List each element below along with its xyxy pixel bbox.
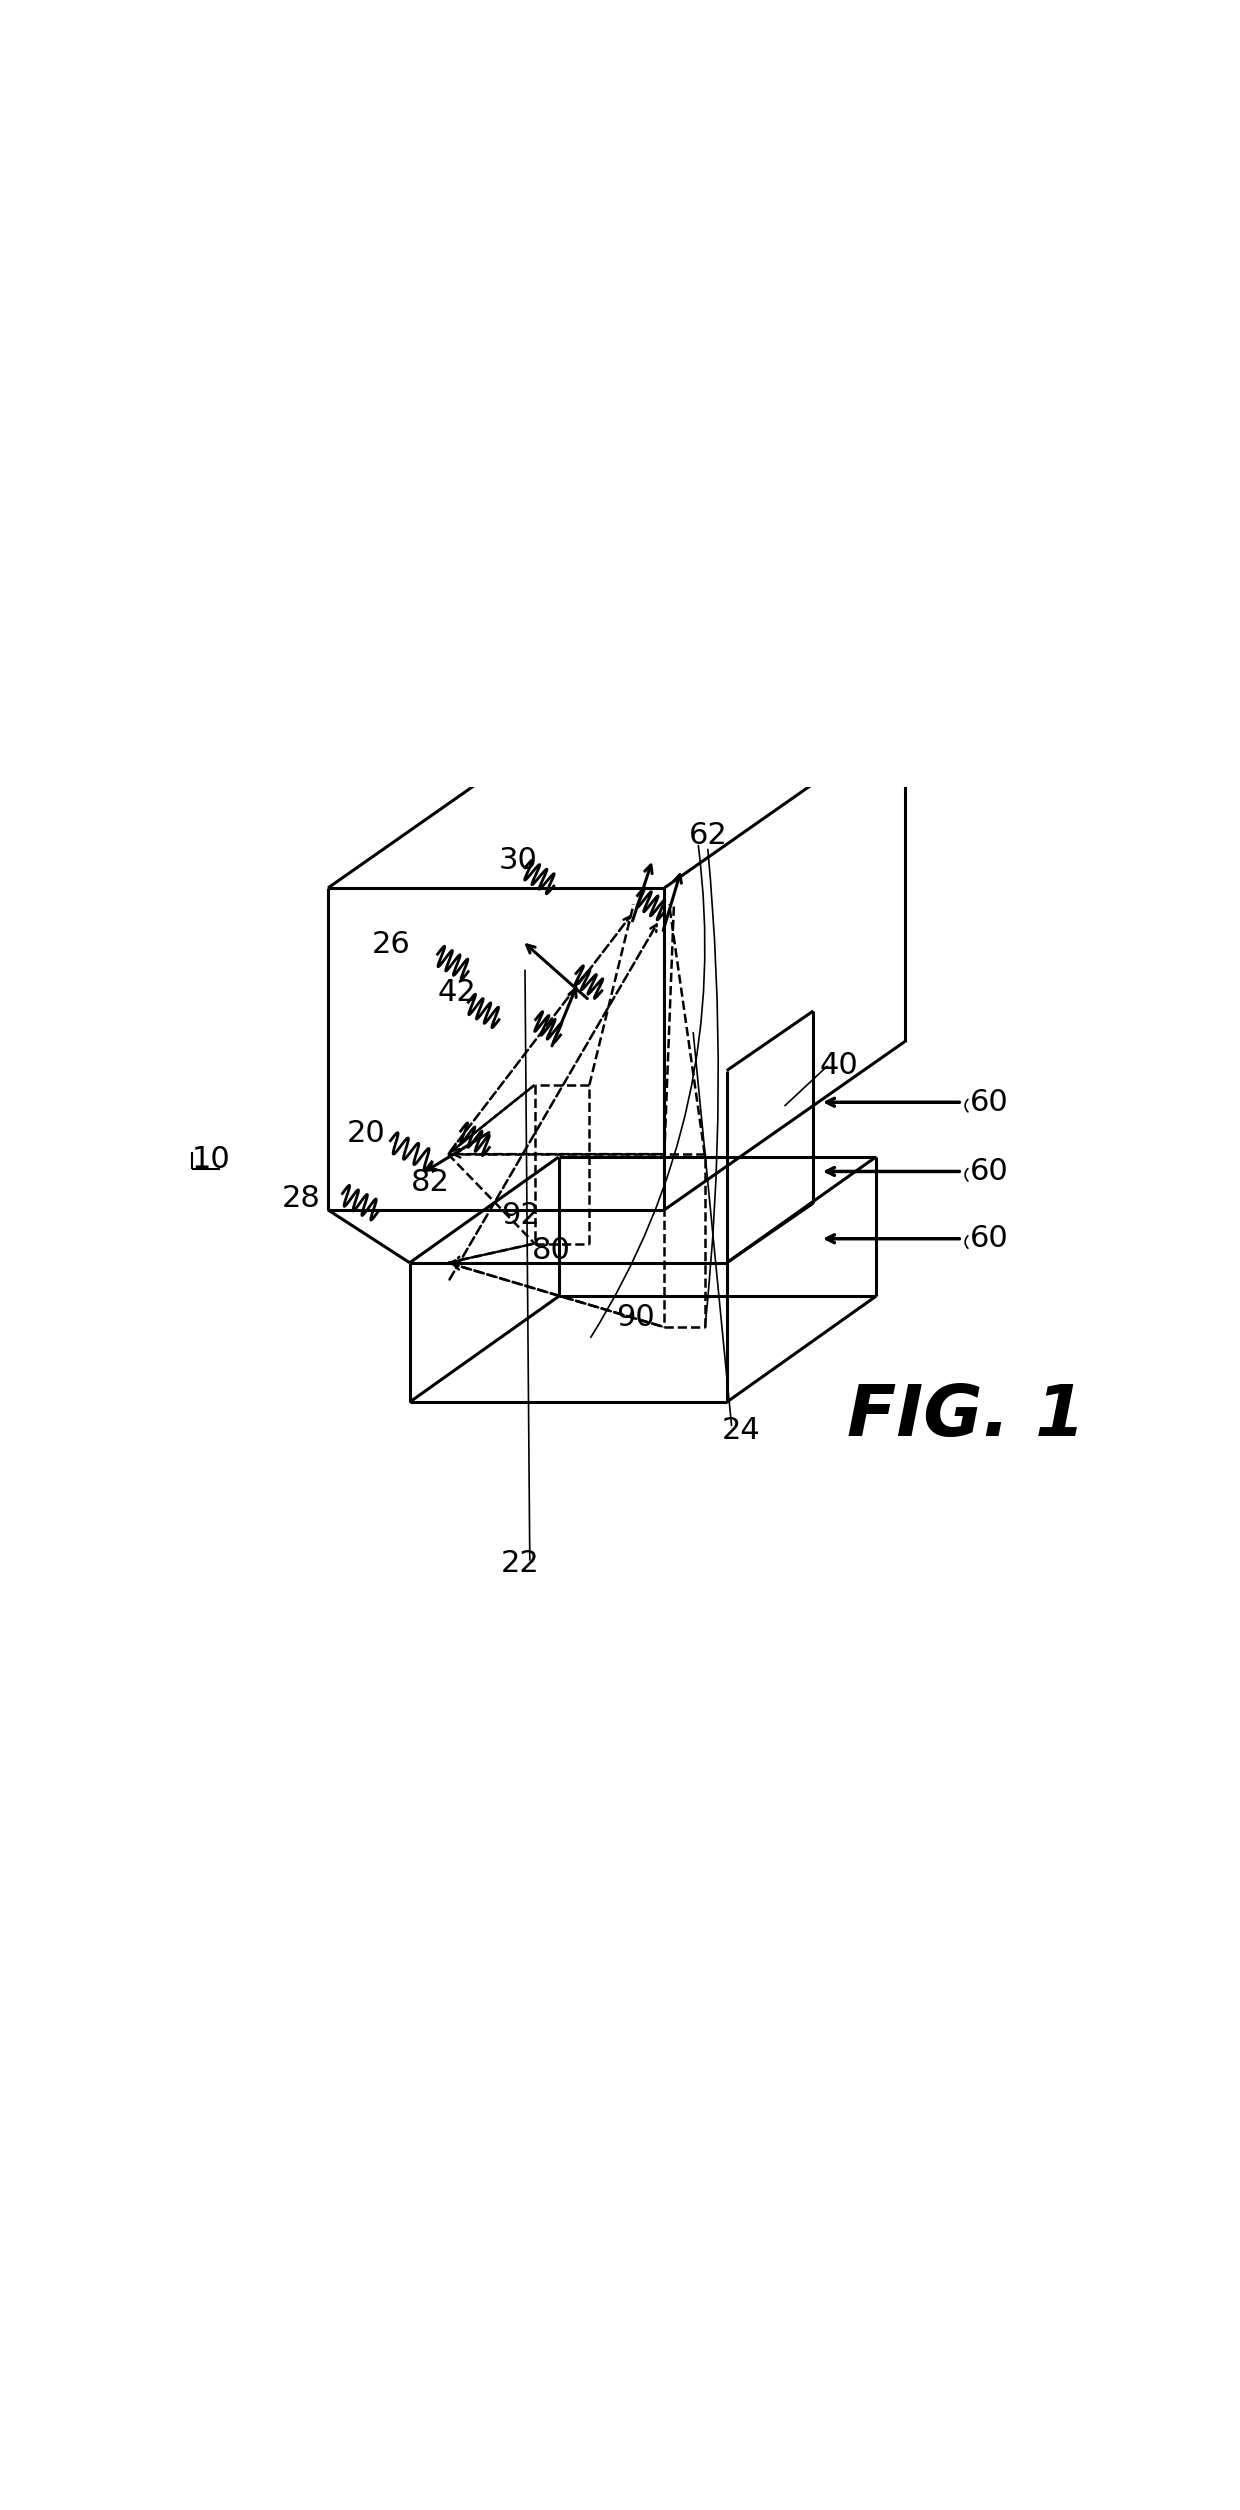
Text: 82: 82 — [410, 1170, 450, 1197]
Text: 40: 40 — [820, 1052, 859, 1079]
Text: 20: 20 — [347, 1119, 386, 1147]
Text: 28: 28 — [281, 1185, 321, 1212]
Text: 60: 60 — [970, 1225, 1008, 1252]
Text: 60: 60 — [970, 1157, 1008, 1185]
Text: 42: 42 — [438, 979, 476, 1007]
Text: 90: 90 — [616, 1303, 655, 1333]
Text: 62: 62 — [689, 821, 728, 848]
Text: FIG. 1: FIG. 1 — [847, 1383, 1085, 1451]
Text: 24: 24 — [722, 1416, 761, 1446]
Text: 92: 92 — [501, 1202, 539, 1230]
Text: 60: 60 — [970, 1087, 1008, 1117]
Text: 30: 30 — [498, 846, 538, 873]
Text: 22: 22 — [501, 1549, 539, 1579]
Text: 80: 80 — [532, 1235, 570, 1265]
Text: 10: 10 — [191, 1145, 231, 1175]
Text: 26: 26 — [372, 931, 410, 959]
